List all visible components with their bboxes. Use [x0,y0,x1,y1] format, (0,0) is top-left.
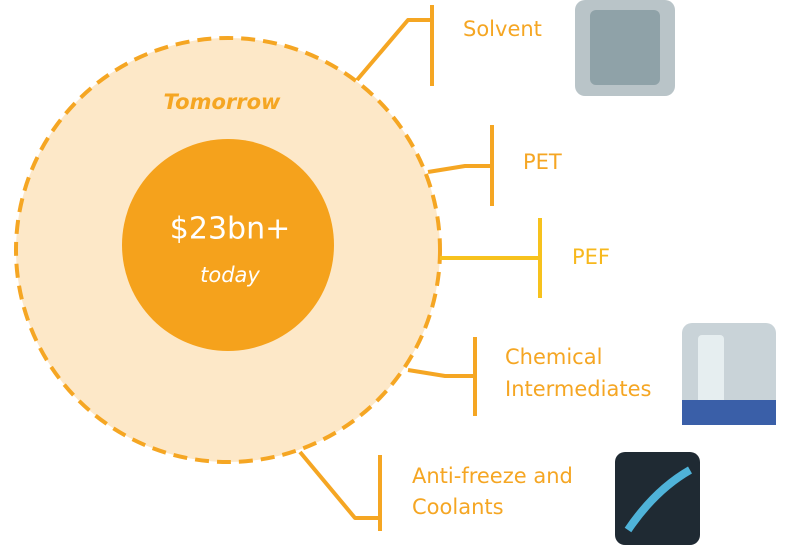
photo-detail [624,466,693,533]
outer-label: Tomorrow [164,90,281,114]
inner-circle [122,139,334,351]
center-value: $23bn+ [170,212,290,247]
photo-detail [590,10,660,85]
connector [407,368,475,378]
connector [298,450,380,520]
branch-label: Coolants [412,495,504,519]
branch-label: Chemical [505,345,602,369]
center-label: today [200,263,260,287]
branch-label: PEF [572,245,610,269]
photo-detail [682,400,776,425]
connector [427,164,492,174]
connector [355,18,432,82]
photo-detail [698,335,724,410]
branch-label: PET [523,150,562,174]
branch-label: Solvent [463,17,542,41]
branch-label: Intermediates [505,377,651,401]
branch-label: Anti-freeze and [412,464,573,488]
